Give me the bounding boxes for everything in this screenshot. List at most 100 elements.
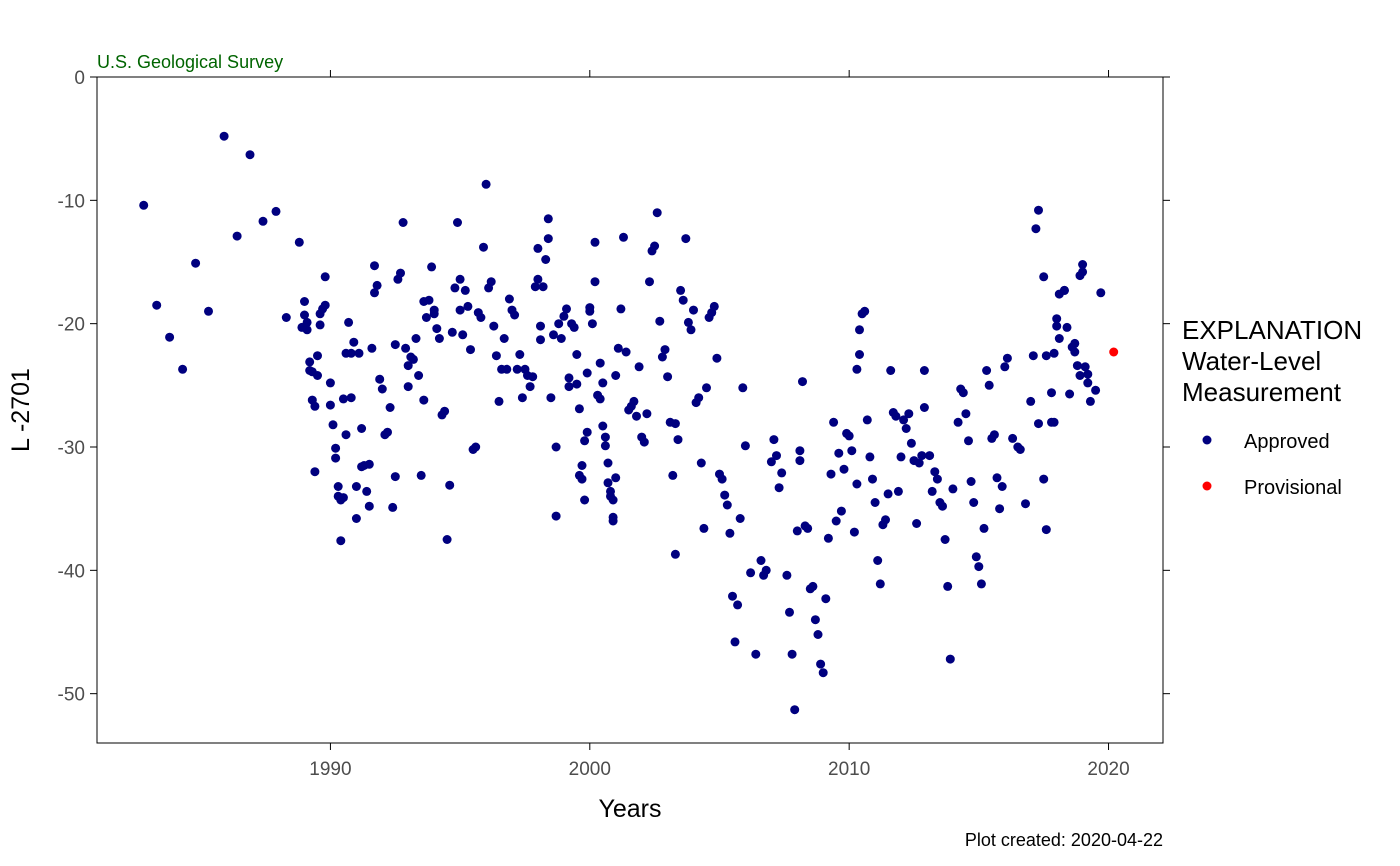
approved-point xyxy=(491,351,501,361)
approved-point xyxy=(844,431,854,441)
approved-point xyxy=(398,218,408,227)
approved-point xyxy=(720,490,730,500)
approved-point xyxy=(600,441,610,451)
legend-approved-marker xyxy=(1202,435,1212,445)
approved-point xyxy=(494,396,504,406)
approved-point xyxy=(769,435,779,445)
approved-point xyxy=(725,528,735,538)
approved-point xyxy=(795,456,805,466)
approved-point xyxy=(1034,419,1043,429)
approved-point xyxy=(1052,314,1062,324)
approved-point xyxy=(668,470,678,480)
approved-point xyxy=(403,361,413,371)
approved-point xyxy=(1091,385,1101,395)
approved-point xyxy=(390,340,400,350)
approved-point xyxy=(1059,285,1069,295)
approved-point xyxy=(1002,353,1012,363)
approved-point xyxy=(816,659,826,669)
approved-point xyxy=(886,366,896,375)
approved-point xyxy=(1085,396,1095,406)
approved-point xyxy=(512,364,522,374)
legend: EXPLANATION Water-Level Measurement Appr… xyxy=(1182,315,1362,499)
approved-point xyxy=(670,419,680,429)
approved-point xyxy=(657,352,667,362)
approved-point xyxy=(313,351,322,361)
approved-point xyxy=(489,321,499,331)
approved-point xyxy=(152,300,162,310)
plot-frame xyxy=(96,76,1164,744)
approved-point xyxy=(447,327,457,337)
approved-point xyxy=(678,295,688,305)
approved-point xyxy=(961,409,971,419)
legend-title: EXPLANATION xyxy=(1182,315,1362,345)
approved-point xyxy=(178,364,188,374)
approved-point xyxy=(375,374,385,384)
approved-point xyxy=(969,498,979,507)
approved-point xyxy=(401,343,411,353)
approved-point xyxy=(971,552,981,562)
approved-point xyxy=(390,472,400,482)
agency-label: U.S. Geological Survey xyxy=(97,52,283,72)
approved-point xyxy=(408,354,418,364)
approved-point xyxy=(372,280,382,290)
approved-point xyxy=(574,404,584,414)
y-tick-label: -40 xyxy=(58,561,85,582)
approved-point xyxy=(139,200,149,210)
approved-point xyxy=(442,535,452,544)
approved-point xyxy=(717,474,727,484)
approved-point xyxy=(429,309,439,319)
approved-point xyxy=(577,474,587,484)
approved-point xyxy=(165,332,175,342)
approved-point xyxy=(338,493,348,503)
approved-point xyxy=(600,432,610,442)
approved-point xyxy=(881,515,890,525)
approved-point xyxy=(722,500,732,510)
approved-point xyxy=(385,403,395,412)
approved-point xyxy=(310,467,320,477)
approved-point xyxy=(787,649,797,659)
approved-point xyxy=(533,274,543,284)
approved-point xyxy=(502,364,512,374)
approved-point xyxy=(445,480,455,490)
approved-point xyxy=(598,421,608,431)
approved-point xyxy=(855,350,864,359)
approved-point xyxy=(536,321,545,331)
approved-point xyxy=(860,306,870,316)
approved-point xyxy=(300,310,309,320)
approved-point xyxy=(333,482,343,491)
approved-point xyxy=(930,467,940,477)
approved-point xyxy=(829,417,839,427)
approved-point xyxy=(528,372,538,382)
approved-point xyxy=(1008,433,1018,443)
approved-point xyxy=(598,378,608,388)
approved-point xyxy=(883,489,893,499)
approved-point xyxy=(932,474,942,484)
approved-point xyxy=(914,458,924,468)
approved-point xyxy=(733,600,743,610)
approved-point xyxy=(564,373,574,383)
approved-point xyxy=(300,297,309,306)
approved-point xyxy=(515,350,525,359)
approved-point xyxy=(683,317,693,327)
y-tick-label: -30 xyxy=(58,438,85,459)
legend-subtitle-1: Water-Level xyxy=(1182,346,1321,376)
approved-point xyxy=(486,277,496,287)
approved-point xyxy=(525,382,535,392)
approved-point xyxy=(530,282,540,292)
approved-point xyxy=(673,435,683,445)
approved-point xyxy=(652,208,662,218)
approved-point xyxy=(790,705,800,715)
approved-point xyxy=(388,502,398,512)
approved-point xyxy=(370,288,379,298)
approved-point xyxy=(746,568,756,578)
approved-point xyxy=(354,348,364,358)
approved-point xyxy=(559,311,569,321)
approved-point xyxy=(689,305,698,315)
approved-point xyxy=(774,483,784,493)
approved-point xyxy=(232,231,242,241)
approved-point xyxy=(191,258,201,268)
approved-point xyxy=(364,501,374,511)
approved-point xyxy=(325,400,335,410)
approved-point xyxy=(997,482,1007,491)
